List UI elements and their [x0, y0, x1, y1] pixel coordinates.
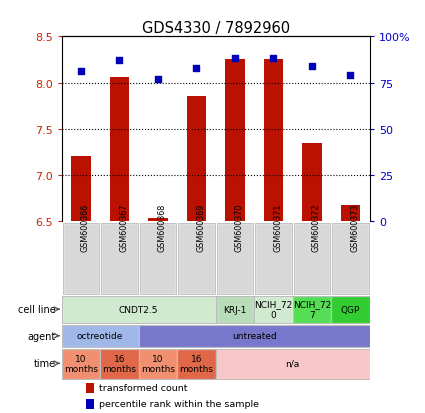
Title: GDS4330 / 7892960: GDS4330 / 7892960	[142, 21, 290, 36]
Text: GSM600373: GSM600373	[351, 204, 360, 252]
Bar	[293, 297, 331, 323]
Bar	[294, 223, 330, 294]
Bar	[101, 223, 138, 294]
Text: time: time	[33, 358, 55, 368]
Bar	[215, 349, 370, 379]
Bar	[71, 157, 91, 222]
Bar	[63, 223, 99, 294]
Bar	[255, 223, 292, 294]
Text: GSM600368: GSM600368	[158, 204, 167, 252]
Bar	[62, 325, 139, 347]
Text: cell line: cell line	[18, 304, 55, 314]
Point	[347, 73, 354, 79]
Bar	[254, 297, 293, 323]
Bar	[331, 297, 370, 323]
Text: GSM600369: GSM600369	[196, 204, 205, 252]
Text: GSM600372: GSM600372	[312, 204, 321, 252]
Point	[193, 65, 200, 72]
Bar	[140, 223, 176, 294]
Bar	[62, 325, 139, 347]
Bar	[332, 223, 368, 294]
Bar	[148, 219, 167, 222]
Bar	[215, 297, 254, 323]
Text: GSM600367: GSM600367	[119, 204, 128, 252]
Text: octreotide: octreotide	[77, 331, 123, 340]
Bar	[302, 143, 322, 222]
Bar	[215, 297, 254, 323]
Bar	[62, 349, 100, 379]
Text: NCIH_72
7: NCIH_72 7	[293, 300, 331, 319]
Text: 16
months: 16 months	[179, 354, 213, 373]
Bar	[139, 325, 370, 347]
Bar	[294, 223, 330, 294]
Point	[309, 63, 315, 70]
Text: KRJ-1: KRJ-1	[223, 305, 246, 314]
Text: 16
months: 16 months	[102, 354, 136, 373]
Bar	[110, 78, 129, 222]
Point	[155, 76, 162, 83]
Bar	[86, 399, 94, 409]
Bar	[225, 60, 244, 222]
Bar	[101, 223, 138, 294]
Bar	[293, 297, 331, 323]
Point	[232, 56, 238, 63]
Bar	[86, 383, 94, 393]
Text: n/a: n/a	[286, 359, 300, 368]
Bar	[215, 349, 370, 379]
Bar	[62, 297, 215, 323]
Bar	[332, 223, 368, 294]
Text: 10
months: 10 months	[141, 354, 175, 373]
Text: 10
months: 10 months	[64, 354, 98, 373]
Point	[270, 56, 277, 63]
Bar	[100, 349, 139, 379]
Bar	[331, 297, 370, 323]
Point	[77, 69, 84, 76]
Bar	[139, 349, 177, 379]
Text: GSM600371: GSM600371	[273, 204, 283, 252]
Text: transformed count: transformed count	[99, 384, 187, 392]
Text: QGP: QGP	[341, 305, 360, 314]
Text: untreated: untreated	[232, 331, 277, 340]
Bar	[178, 223, 215, 294]
Text: GSM600366: GSM600366	[81, 204, 90, 252]
Bar	[100, 349, 139, 379]
Text: CNDT2.5: CNDT2.5	[119, 305, 159, 314]
Point	[116, 58, 123, 64]
Bar	[341, 205, 360, 222]
Bar	[62, 297, 215, 323]
Bar	[255, 223, 292, 294]
Bar	[217, 223, 253, 294]
Text: percentile rank within the sample: percentile rank within the sample	[99, 399, 258, 408]
Bar	[139, 349, 177, 379]
Text: agent: agent	[27, 331, 55, 341]
Bar	[140, 223, 176, 294]
Bar	[187, 97, 206, 222]
Text: NCIH_72
0: NCIH_72 0	[254, 300, 292, 319]
Bar	[62, 349, 100, 379]
Bar	[177, 349, 215, 379]
Bar	[177, 349, 215, 379]
Bar	[264, 60, 283, 222]
Text: GSM600370: GSM600370	[235, 204, 244, 252]
Bar	[254, 297, 293, 323]
Bar	[178, 223, 215, 294]
Bar	[63, 223, 99, 294]
Bar	[217, 223, 253, 294]
Bar	[139, 325, 370, 347]
